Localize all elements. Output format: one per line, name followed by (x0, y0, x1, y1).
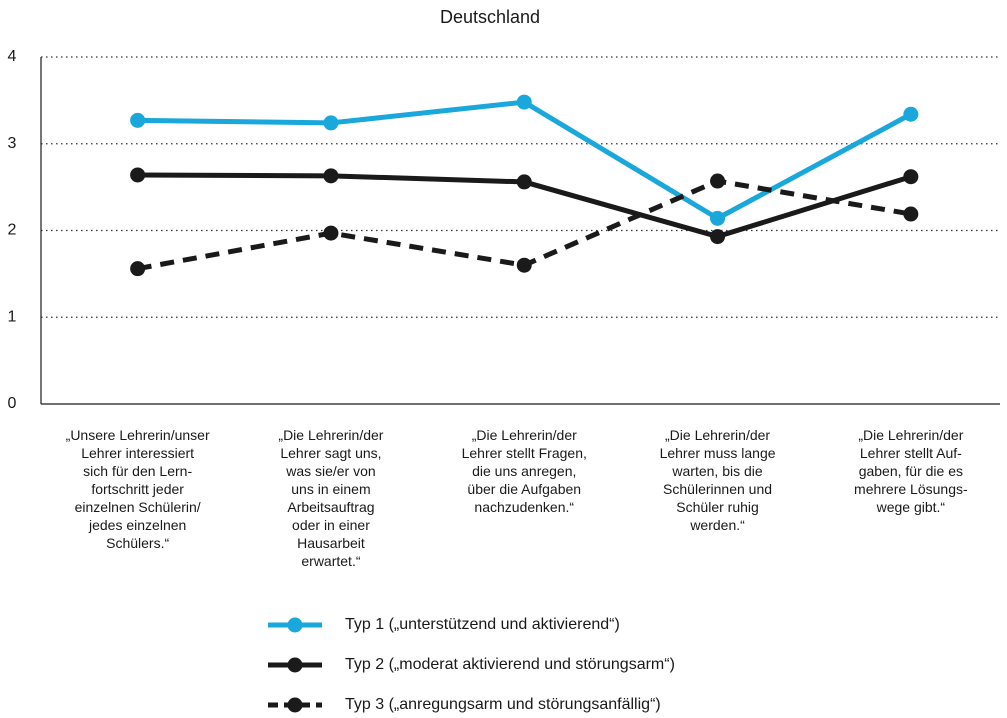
series-line (137, 178, 912, 272)
x-tick-label-line: „Unsere Lehrerin/unser (66, 427, 210, 443)
x-tick-label-line: oder in einer (292, 517, 370, 533)
data-point (323, 168, 339, 184)
data-point (516, 94, 532, 110)
x-tick-label-line: Schüler ruhig (676, 499, 759, 515)
x-tick-label: „Die Lehrerin/der Lehrer sagt uns, was sie… (278, 427, 383, 569)
x-tick-label-line: Lehrer stellt Fragen, (462, 445, 587, 461)
data-point (710, 210, 726, 226)
x-tick-label-line: Lehrer muss lange (660, 445, 776, 461)
x-tick-label-line: uns in einem (291, 481, 370, 497)
legend-marker (287, 617, 303, 633)
x-tick-label-line: „Die Lehrerin/der (278, 427, 383, 443)
data-point (710, 229, 726, 245)
x-tick-label-line: Lehrer sagt uns, (280, 445, 381, 461)
x-tick-label: „Unsere Lehrerin/unser Lehrer interessier… (66, 427, 210, 551)
data-point (130, 261, 146, 277)
y-tick-label: 3 (8, 135, 17, 152)
x-tick-label-line: einzelnen Schülerin/ (75, 499, 201, 515)
x-tick-label-line: werden.“ (689, 517, 745, 533)
legend-label: Typ 1 („unterstützend und aktivierend“) (345, 616, 620, 633)
y-tick-label: 4 (8, 48, 17, 65)
x-tick-label: „Die Lehrerin/der Lehrer muss lange warten… (660, 427, 776, 533)
data-point (516, 257, 532, 273)
x-tick-label-line: Lehrer stellt Auf- (860, 445, 962, 461)
chart-title: Deutschland (440, 7, 540, 27)
y-tick-label: 0 (8, 395, 17, 412)
x-tick-label-line: was sie/er von (285, 463, 375, 479)
x-tick-label-line: „Die Lehrerin/der (665, 427, 770, 443)
x-tick-label-line: Schülerinnen und (663, 481, 772, 497)
data-point (516, 174, 532, 190)
x-tick-label-line: „Die Lehrerin/der (472, 427, 577, 443)
x-tick-label-line: fortschritt jeder (91, 481, 184, 497)
y-tick-label: 1 (8, 308, 17, 325)
data-point (323, 115, 339, 131)
data-point (903, 106, 919, 122)
legend-marker (287, 657, 303, 673)
x-tick-label-line: mehrere Lösungs- (854, 481, 968, 497)
data-point (130, 112, 146, 128)
x-tick-label-line: warten, bis die (671, 463, 762, 479)
data-point (903, 206, 919, 222)
y-tick-label: 2 (8, 222, 17, 239)
x-tick-label-line: gaben, für die es (859, 463, 963, 479)
data-point (903, 169, 919, 185)
x-tick-label-line: wege gibt.“ (876, 499, 946, 515)
x-tick-label: „Die Lehrerin/der Lehrer stellt Auf-gaben… (854, 427, 968, 515)
legend-label: Typ 2 („moderat aktivierend und störungs… (345, 656, 675, 673)
x-tick-label-line: jedes einzelnen (88, 517, 186, 533)
data-point (710, 173, 726, 189)
data-point (323, 225, 339, 241)
x-tick-label-line: „Die Lehrerin/der (858, 427, 963, 443)
x-tick-label-line: Lehrer interessiert (81, 445, 194, 461)
x-tick-label-line: Schülers.“ (106, 535, 169, 551)
x-tick-label-line: die uns anregen, (472, 463, 576, 479)
legend-label: Typ 3 („anregungsarm und störungsanfälli… (345, 696, 661, 713)
x-tick-label-line: nachzudenken.“ (474, 499, 574, 515)
x-tick-label-line: Hausarbeit (297, 535, 365, 551)
x-tick-label-line: sich für den Lern- (83, 463, 192, 479)
x-tick-label: „Die Lehrerin/der Lehrer stellt Fragen, di… (462, 427, 587, 515)
series-line (137, 99, 913, 222)
legend-marker (287, 697, 303, 713)
x-tick-label-line: Arbeitsauftrag (287, 499, 374, 515)
x-tick-label-line: erwartet.“ (301, 553, 360, 569)
x-tick-label-line: über die Aufgaben (467, 481, 581, 497)
data-point (130, 167, 146, 183)
